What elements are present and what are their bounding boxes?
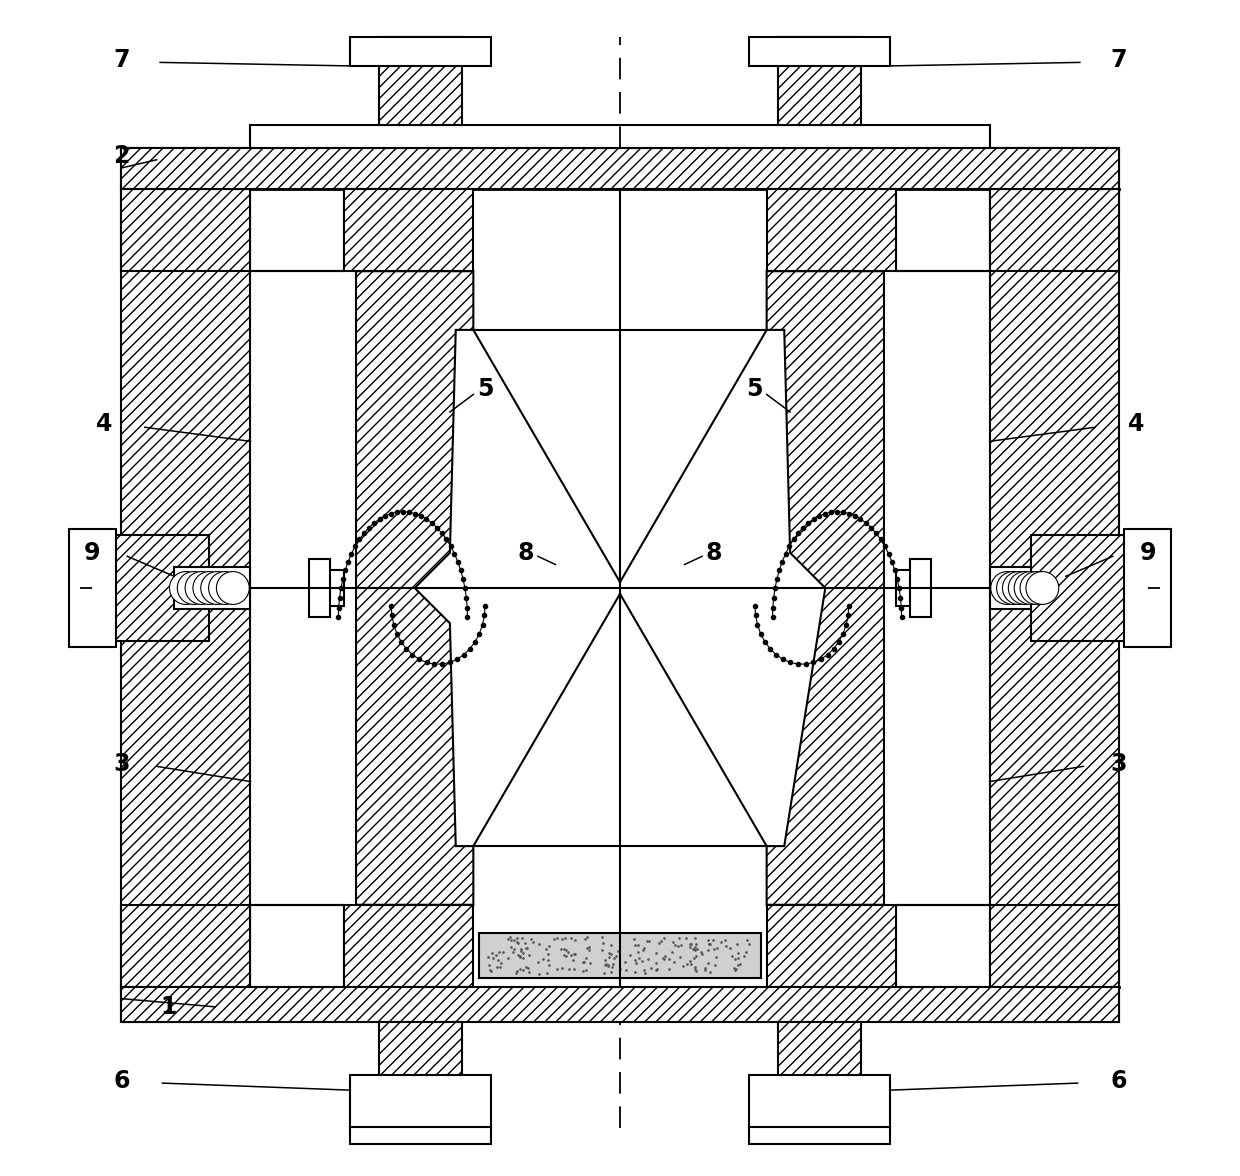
Polygon shape — [749, 1075, 890, 1130]
Polygon shape — [350, 1127, 491, 1144]
Text: 2: 2 — [113, 145, 129, 168]
Circle shape — [1021, 572, 1053, 604]
Polygon shape — [910, 559, 931, 617]
Circle shape — [193, 572, 226, 604]
Circle shape — [185, 572, 218, 604]
Polygon shape — [379, 1022, 461, 1130]
Polygon shape — [122, 148, 1118, 189]
Polygon shape — [345, 189, 474, 272]
Polygon shape — [379, 36, 461, 125]
Polygon shape — [122, 148, 250, 1022]
Circle shape — [208, 572, 242, 604]
Text: 4: 4 — [95, 412, 112, 436]
Polygon shape — [990, 189, 1118, 272]
Polygon shape — [1030, 535, 1148, 641]
Polygon shape — [350, 1075, 491, 1130]
Polygon shape — [174, 567, 250, 609]
Text: 4: 4 — [1128, 412, 1145, 436]
Polygon shape — [1125, 529, 1172, 647]
Polygon shape — [749, 1127, 890, 1144]
Polygon shape — [350, 36, 491, 66]
Polygon shape — [122, 987, 1118, 1022]
Polygon shape — [766, 272, 884, 904]
Text: 9: 9 — [84, 541, 100, 564]
Circle shape — [201, 572, 233, 604]
Text: 5: 5 — [477, 376, 494, 401]
Circle shape — [997, 572, 1029, 604]
Circle shape — [217, 572, 249, 604]
Polygon shape — [479, 933, 761, 977]
Text: 3: 3 — [113, 751, 130, 776]
Polygon shape — [250, 125, 990, 148]
Circle shape — [1014, 572, 1047, 604]
Polygon shape — [250, 904, 345, 987]
Polygon shape — [895, 570, 914, 606]
Text: 6: 6 — [1110, 1069, 1127, 1093]
Circle shape — [177, 572, 210, 604]
Text: 9: 9 — [1140, 541, 1156, 564]
Polygon shape — [250, 189, 345, 272]
Polygon shape — [766, 904, 895, 987]
Circle shape — [170, 572, 202, 604]
Polygon shape — [345, 904, 474, 987]
Text: 1: 1 — [160, 995, 176, 1018]
Polygon shape — [895, 904, 990, 987]
Circle shape — [991, 572, 1023, 604]
Polygon shape — [326, 570, 345, 606]
Polygon shape — [92, 535, 210, 641]
Polygon shape — [990, 148, 1118, 1022]
Polygon shape — [749, 36, 890, 66]
Polygon shape — [766, 189, 895, 272]
Text: 6: 6 — [113, 1069, 130, 1093]
Circle shape — [1002, 572, 1035, 604]
Circle shape — [1025, 572, 1059, 604]
Polygon shape — [990, 904, 1118, 987]
Circle shape — [1008, 572, 1042, 604]
Polygon shape — [68, 529, 115, 647]
Polygon shape — [990, 567, 1030, 609]
Polygon shape — [356, 272, 474, 904]
Text: 5: 5 — [746, 376, 763, 401]
Text: 8: 8 — [518, 541, 534, 564]
Polygon shape — [122, 904, 250, 987]
Polygon shape — [122, 189, 250, 272]
Text: 3: 3 — [1110, 751, 1127, 776]
Text: 8: 8 — [706, 541, 722, 564]
Text: 7: 7 — [113, 48, 130, 72]
Text: 7: 7 — [1110, 48, 1127, 72]
Polygon shape — [779, 1022, 861, 1130]
Polygon shape — [309, 559, 330, 617]
Polygon shape — [779, 36, 861, 125]
Polygon shape — [895, 189, 990, 272]
